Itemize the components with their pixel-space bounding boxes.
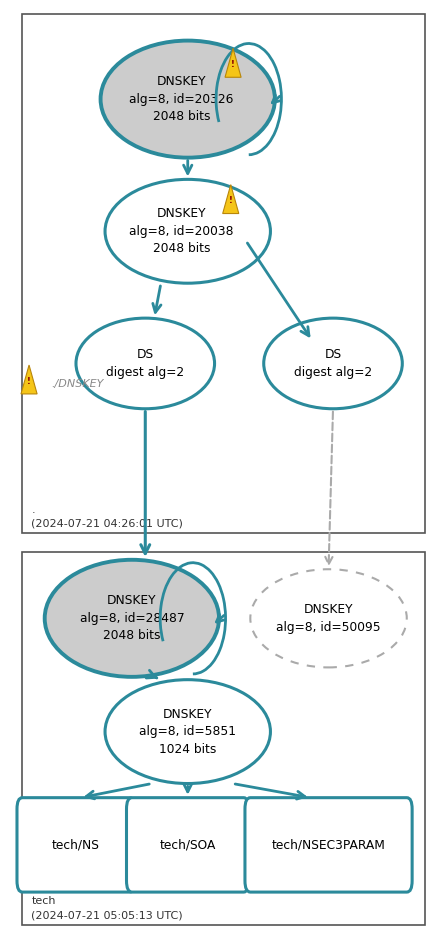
Bar xyxy=(22,14,425,533)
Text: tech/NSEC3PARAM: tech/NSEC3PARAM xyxy=(272,838,385,851)
Ellipse shape xyxy=(76,318,215,409)
Text: !: ! xyxy=(229,196,233,205)
Text: tech/SOA: tech/SOA xyxy=(160,838,216,851)
Text: !: ! xyxy=(231,60,235,69)
Ellipse shape xyxy=(105,680,270,784)
Bar xyxy=(22,552,425,925)
Ellipse shape xyxy=(105,179,270,283)
Text: DNSKEY
alg=8, id=20326
2048 bits: DNSKEY alg=8, id=20326 2048 bits xyxy=(129,76,233,123)
Ellipse shape xyxy=(101,41,275,158)
Ellipse shape xyxy=(45,560,219,677)
Text: DS
digest alg=2: DS digest alg=2 xyxy=(106,348,184,379)
Polygon shape xyxy=(223,185,239,213)
Text: tech/NS: tech/NS xyxy=(52,838,100,851)
FancyBboxPatch shape xyxy=(127,798,249,892)
Text: ./DNSKEY: ./DNSKEY xyxy=(51,379,104,389)
FancyBboxPatch shape xyxy=(17,798,135,892)
Text: tech
(2024-07-21 05:05:13 UTC): tech (2024-07-21 05:05:13 UTC) xyxy=(31,897,183,920)
Text: .
(2024-07-21 04:26:01 UTC): . (2024-07-21 04:26:01 UTC) xyxy=(31,505,183,529)
Text: DNSKEY
alg=8, id=20038
2048 bits: DNSKEY alg=8, id=20038 2048 bits xyxy=(129,208,233,255)
Text: DS
digest alg=2: DS digest alg=2 xyxy=(294,348,372,379)
Polygon shape xyxy=(225,48,241,77)
Text: DNSKEY
alg=8, id=5851
1024 bits: DNSKEY alg=8, id=5851 1024 bits xyxy=(139,708,236,755)
Text: DNSKEY
alg=8, id=28487
2048 bits: DNSKEY alg=8, id=28487 2048 bits xyxy=(80,595,184,642)
FancyBboxPatch shape xyxy=(245,798,412,892)
Polygon shape xyxy=(21,365,37,394)
Ellipse shape xyxy=(250,569,407,667)
Text: DNSKEY
alg=8, id=50095: DNSKEY alg=8, id=50095 xyxy=(276,603,381,633)
Ellipse shape xyxy=(264,318,402,409)
Text: !: ! xyxy=(27,377,31,386)
